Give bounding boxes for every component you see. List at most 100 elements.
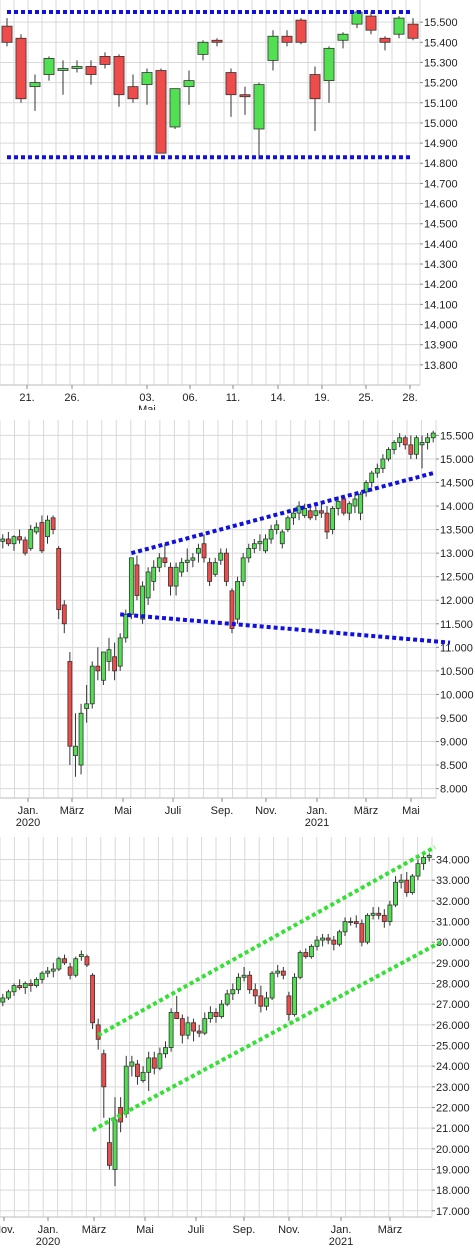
x-tick-label: Jan.	[331, 1224, 352, 1236]
candle-up	[151, 566, 157, 582]
candle-up	[78, 712, 84, 766]
candle-down	[281, 35, 293, 43]
candle-up	[358, 493, 363, 514]
y-tick-label: 13.800	[424, 360, 458, 372]
candle-down	[295, 19, 307, 43]
candle-up	[78, 954, 84, 958]
candle-up	[112, 1119, 118, 1170]
x-tick-label: Sep.	[233, 1224, 256, 1236]
y-tick-label: 8.000	[440, 784, 468, 796]
candle-up	[419, 442, 425, 446]
y-tick-label: 26.000	[436, 1020, 470, 1032]
candle-up	[140, 1071, 146, 1082]
x-tick-sublabel: 2021	[329, 1236, 353, 1248]
candle-down	[365, 15, 377, 31]
candle-up	[140, 585, 145, 620]
x-tick-label: Juli	[188, 1224, 205, 1236]
y-tick-label: 14.200	[424, 279, 458, 291]
candle-down	[99, 55, 111, 65]
candle-up	[314, 939, 320, 947]
candle-up	[236, 976, 241, 991]
candle-down	[309, 74, 321, 100]
candle-up	[73, 745, 78, 757]
grid	[0, 420, 437, 799]
y-tick-label: 13.500	[440, 525, 474, 537]
candle-down	[179, 1018, 185, 1036]
y-tick-label: 20.000	[436, 1144, 470, 1156]
candle-down	[5, 538, 11, 545]
candle-down	[223, 552, 229, 582]
y-tick-label: 14.500	[440, 478, 474, 490]
candle-up	[257, 540, 263, 545]
candle-up	[141, 72, 153, 86]
candle-down	[61, 604, 67, 625]
candle-down	[62, 958, 67, 964]
candle-up	[268, 529, 274, 540]
candle-down	[252, 989, 258, 997]
candle-down	[353, 921, 359, 924]
candle-up	[380, 458, 386, 469]
candle-up	[253, 84, 265, 130]
y-tick-label: 14.000	[440, 501, 474, 513]
candle-up	[386, 449, 391, 460]
green-trendline	[97, 845, 436, 1037]
candle-down	[85, 66, 97, 75]
candle-down	[239, 94, 251, 98]
x-tick-sublabel: 2020	[16, 817, 40, 829]
y-tick-label: 22.000	[436, 1102, 470, 1114]
candle-down	[151, 1057, 157, 1069]
x-tick-label: Mai	[136, 1224, 154, 1236]
candle-up	[156, 557, 162, 568]
candle-up	[100, 651, 106, 681]
candle-up	[39, 972, 45, 980]
x-tick-label: 19.	[314, 392, 329, 404]
x-tick-label: 03.	[139, 392, 154, 404]
candle-down	[168, 566, 173, 587]
candle-up	[292, 976, 297, 1015]
x-tick-label: 26.	[64, 392, 79, 404]
candle-down	[50, 517, 56, 530]
x-tick-label: Jan.	[307, 805, 328, 817]
y-tick-label: 34.000	[436, 855, 470, 867]
y-tick-label: 19.000	[436, 1164, 470, 1176]
x-tick-sublabel: Mai	[138, 404, 156, 410]
candle-down	[280, 970, 286, 976]
candle-up	[320, 937, 326, 941]
y-tick-label: 33.000	[436, 875, 470, 887]
candle-down	[207, 562, 213, 582]
candle-down	[56, 548, 62, 611]
candle-up	[393, 17, 405, 35]
y-tick-label: 15.500	[440, 430, 474, 442]
y-tick-label: 13.000	[440, 548, 474, 560]
y-tick-label: 9.500	[440, 713, 468, 725]
candle-down	[402, 437, 408, 446]
candle-up	[11, 536, 17, 545]
candle-up	[285, 517, 291, 530]
candle-up	[397, 437, 403, 443]
x-tick-label: Nov.	[278, 1224, 300, 1236]
candle-up	[240, 557, 246, 582]
candle-down	[324, 512, 330, 533]
candle-down	[196, 1030, 202, 1034]
candle-down	[113, 55, 125, 96]
candle-down	[307, 510, 313, 519]
candle-down	[135, 1063, 140, 1077]
candle-down	[407, 23, 419, 39]
y-tick-label: 11.000	[440, 642, 473, 654]
blue-trendline	[120, 612, 451, 645]
candle-up	[409, 875, 415, 893]
y-tick-label: 30.000	[436, 937, 470, 949]
candle-down	[318, 510, 324, 514]
candle-down	[134, 564, 140, 596]
y-tick-label: 12.000	[440, 595, 474, 607]
candle-up	[352, 498, 358, 507]
x-tick-label: Sep.	[211, 805, 234, 817]
candle-down	[15, 37, 27, 100]
candle-up	[264, 997, 269, 1007]
candle-up	[22, 983, 28, 989]
y-tick-label: 15.400	[424, 37, 458, 49]
candle-up	[129, 1061, 135, 1067]
candle-down	[213, 1012, 219, 1017]
y-tick-label: 27.000	[436, 999, 470, 1011]
grid	[0, 0, 421, 386]
